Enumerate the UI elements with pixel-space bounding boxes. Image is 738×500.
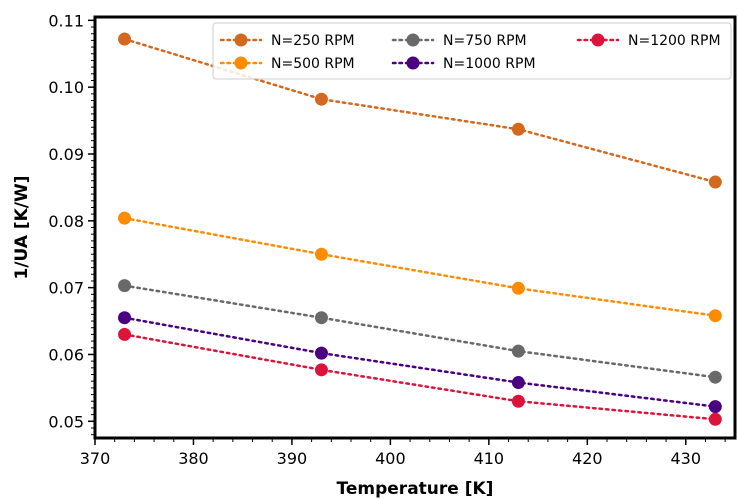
- legend-item: N=1000 RPM: [391, 56, 536, 72]
- data-point: [511, 344, 525, 358]
- data-point: [511, 122, 525, 136]
- data-point: [708, 400, 722, 414]
- x-axis-title: Temperature [K]: [337, 479, 494, 499]
- y-tick-label: 0.09: [48, 145, 84, 164]
- data-point: [708, 309, 722, 323]
- data-point: [118, 211, 132, 225]
- y-tick-label: 0.11: [48, 11, 84, 30]
- x-tick-label: 380: [178, 449, 209, 468]
- legend-label: N=750 RPM: [443, 33, 527, 49]
- legend-label: N=250 RPM: [271, 33, 355, 49]
- x-tick-label: 410: [474, 449, 505, 468]
- data-point: [314, 247, 328, 261]
- data-point: [314, 346, 328, 360]
- x-tick-label: 370: [80, 449, 111, 468]
- data-point: [118, 327, 132, 341]
- series-line: [123, 216, 717, 317]
- legend-label: N=1200 RPM: [628, 33, 721, 49]
- data-point: [314, 363, 328, 377]
- legend-marker: [406, 56, 420, 70]
- series-line: [123, 333, 717, 421]
- y-tick-label: 0.10: [48, 78, 84, 97]
- legend-item: N=250 RPM: [219, 33, 355, 49]
- data-point: [314, 311, 328, 325]
- legend-label: N=500 RPM: [271, 56, 355, 72]
- series-3: [118, 279, 722, 384]
- y-axis-title: 1/UA [K/W]: [12, 175, 32, 279]
- legend: N=250 RPM N=500 RPM N=750 RPM N=1000 RPM N=1…: [212, 22, 732, 80]
- legend-item: N=500 RPM: [219, 56, 355, 72]
- series-line: [123, 316, 717, 408]
- legend-item: N=750 RPM: [391, 33, 527, 49]
- data-point: [708, 370, 722, 384]
- y-tick-label: 0.06: [48, 345, 84, 364]
- data-point: [511, 376, 525, 390]
- x-tick-label: 400: [375, 449, 406, 468]
- data-point: [118, 32, 132, 46]
- series-5: [118, 327, 722, 426]
- data-point: [118, 279, 132, 293]
- y-axis-ticks: 0.05 0.06 0.07 0.08 0.09 0.10 0.11: [48, 11, 95, 431]
- data-point: [314, 92, 328, 106]
- y-tick-label: 0.08: [48, 212, 84, 231]
- legend-marker: [591, 33, 605, 47]
- plot-frame: [93, 15, 737, 440]
- x-tick-label: 430: [670, 449, 701, 468]
- data-point: [118, 311, 132, 325]
- x-tick-label: 390: [277, 449, 308, 468]
- y-tick-label: 0.07: [48, 279, 84, 298]
- x-tick-label: 420: [572, 449, 603, 468]
- legend-marker: [234, 33, 248, 47]
- series-line: [123, 284, 717, 379]
- y-tick-label: 0.05: [48, 412, 84, 431]
- series-2: [118, 211, 722, 323]
- data-point: [511, 281, 525, 295]
- legend-item: N=1200 RPM: [576, 33, 721, 49]
- data-point: [511, 394, 525, 408]
- data-point: [708, 412, 722, 426]
- data-point: [708, 175, 722, 189]
- series-4: [118, 311, 722, 414]
- legend-marker: [234, 56, 248, 70]
- legend-label: N=1000 RPM: [443, 56, 536, 72]
- series-layer: [118, 32, 722, 426]
- legend-marker: [406, 33, 420, 47]
- x-axis-ticks: 370 380 390 400 410 420 430: [80, 438, 701, 468]
